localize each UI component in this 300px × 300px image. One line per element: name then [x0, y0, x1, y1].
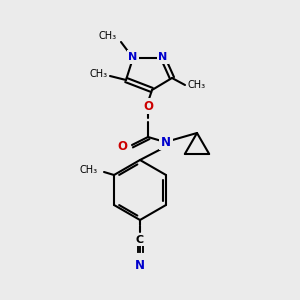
Text: CH₃: CH₃: [90, 69, 108, 79]
Text: O: O: [143, 100, 153, 112]
Text: CH₃: CH₃: [80, 165, 98, 175]
Text: C: C: [136, 235, 144, 245]
Text: CH₃: CH₃: [187, 80, 205, 90]
Text: N: N: [128, 52, 138, 62]
Text: CH₃: CH₃: [99, 31, 117, 41]
Text: N: N: [161, 136, 171, 148]
Text: N: N: [158, 52, 168, 62]
Text: N: N: [135, 259, 145, 272]
Text: O: O: [117, 140, 127, 152]
